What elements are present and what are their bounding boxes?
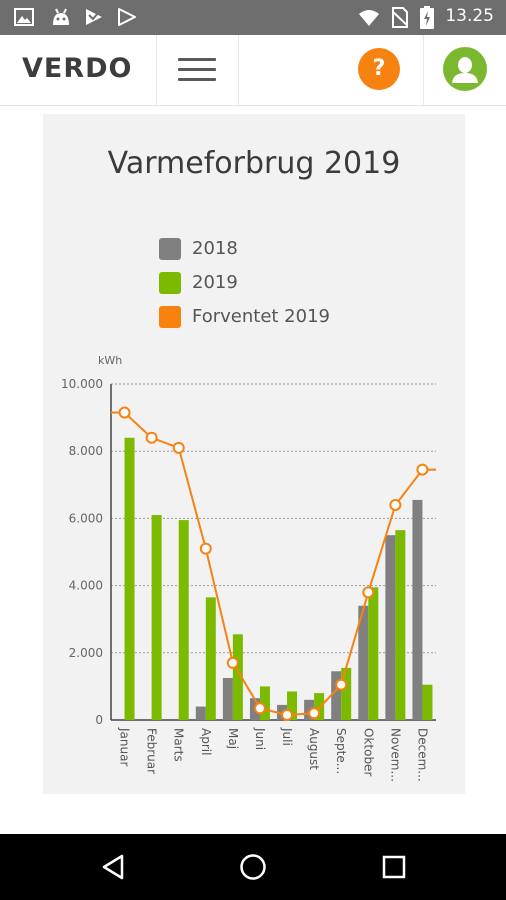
recents-icon[interactable]	[382, 855, 406, 879]
x-tick-label: Februar	[145, 728, 159, 774]
legend-swatch	[159, 306, 181, 328]
bar-2018[interactable]	[222, 678, 233, 720]
image-icon	[14, 8, 34, 26]
main-content: Varmeforbrug 2019 2018 2019 Forventet 20…	[0, 106, 506, 834]
legend-label: 2018	[192, 238, 238, 259]
bar-2019[interactable]	[422, 684, 433, 720]
x-tick-label: Juli	[280, 727, 294, 746]
y-tick-label: 0	[95, 713, 103, 727]
battery-charging-icon	[420, 6, 434, 29]
legend-label: Forventet 2019	[192, 306, 330, 327]
y-tick-label: 2.000	[69, 646, 103, 660]
forventet-point[interactable]	[281, 708, 294, 721]
status-bar: 13.25	[0, 0, 506, 35]
bar-2018[interactable]	[331, 671, 342, 720]
chart-title: Varmeforbrug 2019	[107, 146, 401, 181]
no-sim-icon	[392, 7, 408, 28]
forventet-point[interactable]	[335, 678, 348, 691]
header-divider	[238, 35, 239, 105]
forventet-point[interactable]	[389, 498, 402, 511]
home-icon[interactable]	[239, 853, 267, 881]
forventet-point[interactable]	[118, 406, 131, 419]
x-tick-label: Novem...	[388, 728, 402, 782]
legend-swatch	[159, 272, 181, 294]
y-tick-label: 8.000	[69, 444, 103, 458]
x-tick-label: Septe...	[334, 728, 348, 774]
legend-swatch	[159, 238, 181, 260]
forventet-point[interactable]	[362, 586, 375, 599]
x-tick-label: Oktober	[361, 728, 375, 776]
legend-label: 2019	[192, 272, 238, 293]
bar-2018[interactable]	[358, 605, 369, 720]
forventet-point[interactable]	[308, 707, 321, 720]
bar-2019[interactable]	[124, 437, 135, 720]
android-icon	[53, 8, 69, 25]
app-header: VERDO ?	[0, 35, 506, 106]
chart-card: Varmeforbrug 2019 2018 2019 Forventet 20…	[43, 114, 465, 794]
bar-2019[interactable]	[259, 686, 270, 720]
forventet-point[interactable]	[199, 542, 212, 555]
user-icon[interactable]	[443, 47, 487, 91]
bar-2019[interactable]	[205, 597, 216, 720]
header-divider	[423, 35, 424, 105]
x-tick-label: April	[199, 728, 213, 755]
y-tick-label: 4.000	[69, 579, 103, 593]
bar-2019[interactable]	[341, 667, 352, 720]
bar-2018[interactable]	[195, 706, 206, 720]
bar-2018[interactable]	[304, 699, 315, 720]
wifi-icon	[359, 10, 379, 26]
user-silhouette-icon	[452, 57, 478, 83]
header-divider	[156, 35, 157, 105]
forventet-point[interactable]	[226, 656, 239, 669]
x-tick-label: Decem...	[415, 728, 429, 782]
x-tick-label: Maj	[226, 728, 240, 749]
x-tick-label: August	[307, 728, 321, 770]
forventet-point[interactable]	[172, 441, 185, 454]
menu-icon[interactable]	[178, 55, 216, 85]
bar-2019[interactable]	[151, 515, 162, 720]
x-tick-label: Januar	[118, 727, 132, 766]
verdo-logo[interactable]: VERDO	[22, 53, 133, 84]
navigation-bar	[0, 834, 506, 900]
help-icon[interactable]: ?	[358, 48, 400, 90]
y-tick-label: 10.000	[61, 377, 103, 391]
forventet-point[interactable]	[416, 463, 429, 476]
y-tick-label: 6.000	[69, 511, 103, 525]
bar-2019[interactable]	[368, 587, 379, 720]
bar-2018[interactable]	[385, 535, 396, 720]
x-tick-label: Marts	[172, 728, 186, 762]
bar-2019[interactable]	[395, 530, 406, 720]
forventet-point[interactable]	[145, 431, 158, 444]
forventet-point[interactable]	[253, 702, 266, 715]
bar-2019[interactable]	[178, 520, 189, 720]
y-axis-unit-label: kWh	[98, 354, 122, 367]
bar-2018[interactable]	[412, 499, 423, 720]
x-tick-label: Juni	[253, 727, 267, 750]
play-icon	[118, 8, 136, 26]
consumption-chart: kWh 0 2.000 4.000 6.000 8.000 10.000 Januar Febr…	[61, 354, 437, 782]
clock: 13.25	[445, 6, 494, 26]
bar-2019[interactable]	[232, 634, 243, 720]
play-store-icon	[86, 9, 102, 25]
back-icon[interactable]	[100, 854, 126, 880]
bar-2019[interactable]	[287, 691, 298, 720]
